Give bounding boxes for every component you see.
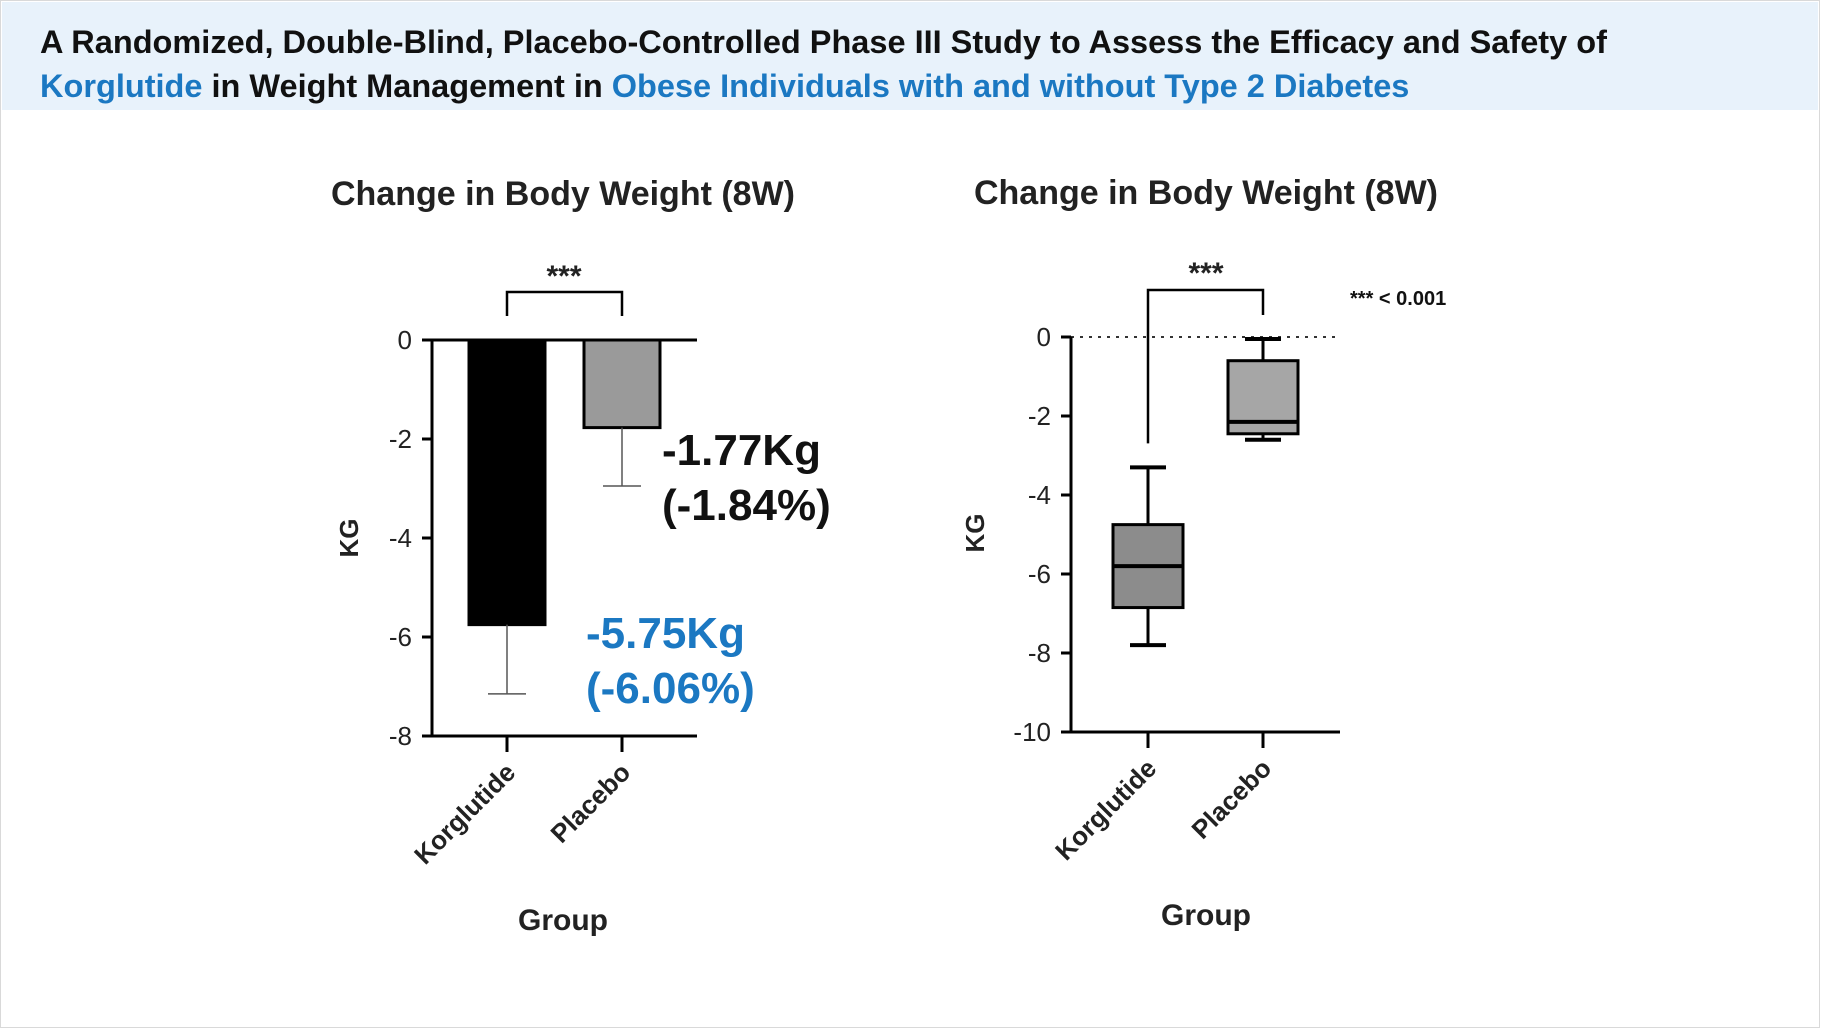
box-significance-bracket [1146,288,1265,444]
chart-marks: 0 -2 -4 -6 -8 Korglutide Placebo -5.75Kg (-6.06%… [389,288,1340,870]
box-y-tick-label: -4 [1028,480,1051,510]
bar-significance-bracket [505,290,624,316]
placebo-value-label: -1.77Kg [662,426,821,475]
header-title-line1: A Randomized, Double-Blind, Placebo-Cont… [40,24,1607,60]
box-x-tick-label: Korglutide [1049,753,1162,866]
bar-chart-significance: *** [546,260,581,293]
drug-name: Korglutide [40,68,203,104]
box-y-tick-label: -8 [1028,638,1051,668]
header-title-line2: Korglutide in Weight Management in Obese… [40,64,1818,108]
bar-y-tick-label: -6 [389,622,412,652]
box-x-tick-label: Placebo [1186,753,1278,845]
box-chart-xlabel: Group [1161,899,1251,932]
header-title-mid: in Weight Management in [202,68,612,104]
bar-chart-xlabel: Group [518,904,608,937]
bar-chart-ylabel: KG [334,519,364,558]
box-chart-title: Change in Body Weight (8W) [974,174,1438,212]
box-y-tick-label: -2 [1028,401,1051,431]
bar-x-tick-label: Korglutide [408,757,521,870]
bar-y-tick-label: -8 [389,721,412,751]
bar-y-tick-label: 0 [398,325,412,355]
bar-chart-title: Change in Body Weight (8W) [331,175,795,213]
box-chart-ylabel: KG [960,514,990,553]
population-name: Obese Individuals with and without Type … [611,68,1410,104]
bar-placebo [582,338,662,430]
significance-note: *** < 0.001 [1350,288,1446,310]
bar-y-tick-label: -4 [389,523,412,553]
box-chart-significance: *** [1188,257,1223,290]
box-y-tick-label: 0 [1037,322,1051,352]
box-y-tick-label: -10 [1013,717,1051,747]
bar-x-tick-label: Placebo [545,757,637,849]
bar-korglutide [467,338,547,627]
korglutide-value-label: -5.75Kg [586,609,745,658]
box-y-tick-label: -6 [1028,559,1051,589]
header-banner: A Randomized, Double-Blind, Placebo-Cont… [2,2,1818,110]
bar-y-tick-label: -2 [389,424,412,454]
placebo-pct-label: (-1.84%) [662,481,831,530]
korglutide-pct-label: (-6.06%) [586,664,755,713]
